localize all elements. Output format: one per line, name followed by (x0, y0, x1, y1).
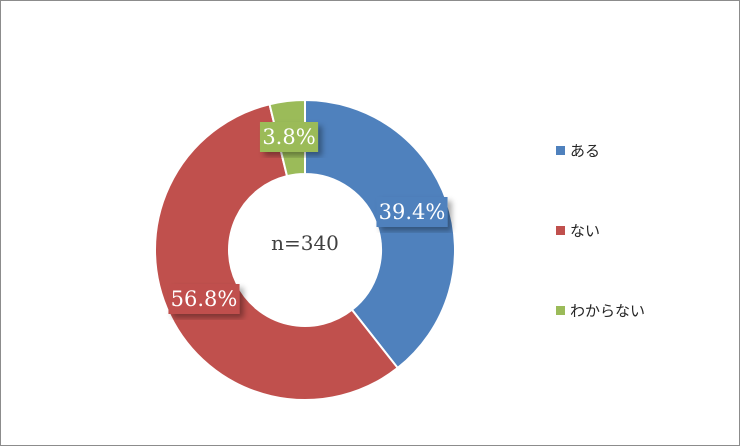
data-label-box (168, 284, 240, 314)
data-label-text: 56.8% (171, 287, 238, 311)
legend-item-2: ない (556, 218, 645, 242)
legend-label: わからない (570, 301, 646, 320)
donut-slice-1 (304, 98, 456, 370)
legend-swatch (556, 145, 565, 155)
legend-item-3: わからない (556, 298, 645, 322)
data-label-text: 3.8% (262, 125, 315, 149)
legend-item-1: ある (556, 138, 645, 162)
data-label-1: 39.4% (376, 197, 448, 227)
legend-swatch (556, 225, 565, 235)
data-label-box (376, 197, 448, 227)
donut-slice-2 (154, 103, 400, 401)
data-label-text: 39.4% (379, 200, 446, 224)
legend-swatch (556, 305, 565, 315)
data-label-box (259, 122, 319, 152)
donut-slices (154, 98, 456, 401)
data-label-3: 3.8% (259, 122, 319, 152)
legend: ある ない わからない (556, 138, 645, 378)
center-label: n=340 (271, 231, 339, 255)
data-labels: 39.4% 56.8% 3.8% (168, 122, 448, 314)
data-label-2: 56.8% (168, 284, 240, 314)
legend-label: ない (570, 221, 601, 240)
legend-label: ある (570, 141, 601, 160)
